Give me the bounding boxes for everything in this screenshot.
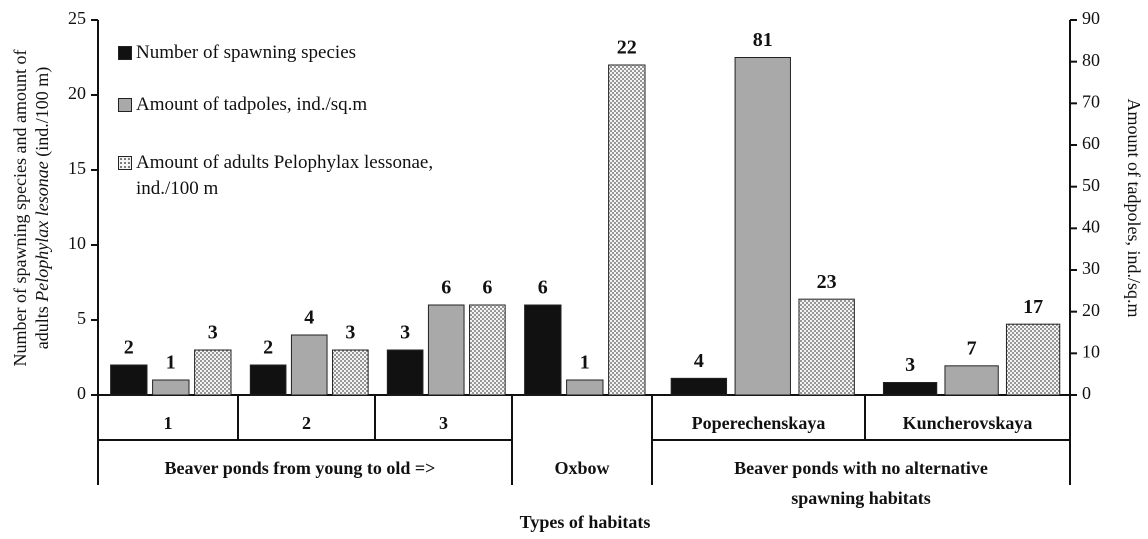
y-axis-title-part: adults xyxy=(32,306,52,349)
legend-swatch xyxy=(118,98,132,112)
x-tick-label: 3 xyxy=(439,413,448,433)
value-label: 1 xyxy=(580,352,590,374)
bar xyxy=(332,349,369,396)
value-label: 3 xyxy=(208,322,218,344)
bar xyxy=(152,379,190,396)
y2-tick-label: 20 xyxy=(1082,300,1100,320)
y2-tick-label: 80 xyxy=(1082,50,1100,70)
y2-tick-label: 30 xyxy=(1082,258,1100,278)
bar xyxy=(386,349,424,396)
value-label: 23 xyxy=(817,271,837,293)
y-tick-label: 0 xyxy=(77,383,86,403)
y-tick-label: 25 xyxy=(68,8,86,28)
y2-axis-title: Amount of tadpoles, ind./sq.m xyxy=(1124,99,1144,318)
bar xyxy=(249,364,287,396)
bar xyxy=(469,304,506,396)
x-tick-label: Kuncherovskaya xyxy=(903,413,1033,433)
bar xyxy=(798,298,855,396)
value-label: 3 xyxy=(400,322,410,344)
group-label: Beaver ponds from young to old => xyxy=(165,458,436,478)
bar xyxy=(566,379,604,396)
value-label: 22 xyxy=(617,37,637,59)
legend-label: Amount of tadpoles, ind./sq.m xyxy=(136,94,368,115)
y2-tick-label: 40 xyxy=(1082,216,1100,236)
y-axis-title-part: Pelophylax lesonae xyxy=(32,161,52,302)
value-label: 2 xyxy=(263,337,273,359)
y-axis-title: adults Pelophylax lesonae (ind./100 m) xyxy=(32,67,53,349)
y-tick-label: 5 xyxy=(77,308,86,328)
y2-tick-label: 90 xyxy=(1082,8,1100,28)
bar xyxy=(944,365,999,396)
y-axis-title: Number of spawning species and amount of xyxy=(10,50,30,367)
bar xyxy=(1005,323,1061,396)
value-label: 2 xyxy=(124,337,134,359)
value-label: 6 xyxy=(441,277,451,299)
value-label: 81 xyxy=(753,29,773,51)
y2-tick-label: 60 xyxy=(1082,133,1100,153)
value-label: 7 xyxy=(967,337,977,359)
bar xyxy=(734,57,791,396)
y-tick-label: 10 xyxy=(68,233,86,253)
value-label: 3 xyxy=(905,354,915,376)
x-tick-label: 1 xyxy=(164,413,173,433)
bar xyxy=(608,64,646,396)
value-label: 1 xyxy=(166,352,176,374)
bar xyxy=(524,304,562,396)
legend-label: Number of spawning species xyxy=(136,42,357,63)
y2-tick-label: 50 xyxy=(1082,175,1100,195)
value-label: 4 xyxy=(694,350,704,372)
y2-tick-label: 10 xyxy=(1082,341,1100,361)
x-axis-title: Types of habitats xyxy=(520,512,651,532)
legend-swatch xyxy=(118,156,132,170)
value-label: 6 xyxy=(482,277,492,299)
bar xyxy=(427,304,465,396)
bar xyxy=(110,364,148,396)
legend-label: Amount of adults Pelophylax lessonae, in… xyxy=(136,152,434,199)
y-axis-title-part: (ind./100 m) xyxy=(32,67,53,157)
value-label: 6 xyxy=(538,277,548,299)
value-label: 4 xyxy=(304,307,314,329)
value-label: 3 xyxy=(345,322,355,344)
legend-swatch xyxy=(118,46,132,60)
x-tick-label: 2 xyxy=(302,413,311,433)
y2-tick-label: 70 xyxy=(1082,91,1100,111)
y-tick-label: 15 xyxy=(68,158,86,178)
bar xyxy=(670,377,728,396)
y2-tick-label: 0 xyxy=(1082,383,1091,403)
value-label: 17 xyxy=(1023,296,1043,318)
group-label: Oxbow xyxy=(554,458,609,478)
bar xyxy=(194,349,232,396)
y-tick-label: 20 xyxy=(68,83,86,103)
bar xyxy=(290,334,328,396)
group-label: Beaver ponds with no alternative spawning… xyxy=(734,458,988,508)
x-tick-label: Poperechenskaya xyxy=(692,413,826,433)
bar xyxy=(882,382,938,396)
